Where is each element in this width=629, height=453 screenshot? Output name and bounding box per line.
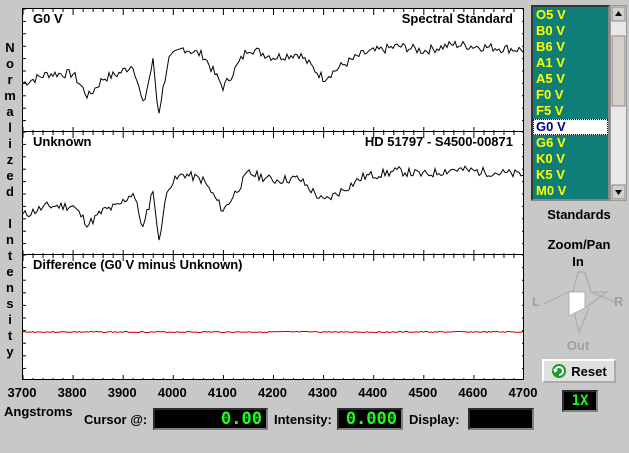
y-axis-letter: I: [8, 216, 12, 231]
difference-line: [23, 330, 523, 334]
zoom-in-label[interactable]: In: [572, 254, 584, 269]
y-axis-letter: s: [6, 296, 14, 311]
standard-title: G0 V: [33, 11, 63, 26]
refresh-icon: [552, 364, 567, 378]
standards-list-scrollbar[interactable]: [610, 5, 627, 201]
standard-spectrum-line: [23, 40, 523, 114]
zoom-out-label[interactable]: Out: [566, 338, 590, 353]
reset-label: Reset: [571, 363, 607, 379]
cursor-readout: 0.00: [153, 408, 268, 430]
standards-list-item[interactable]: A5 V: [536, 71, 565, 86]
cursor-label: Cursor @:: [84, 412, 148, 427]
y-axis-letter: N: [5, 40, 15, 55]
scroll-thumb: [611, 35, 626, 107]
y-axis-letter: z: [6, 152, 14, 167]
y-axis-letter: n: [6, 232, 14, 247]
y-axis-letter: n: [6, 280, 14, 295]
y-axis-letter: [0, 200, 20, 216]
standard-spectrum-panel[interactable]: G0 V Spectral Standard: [22, 8, 524, 132]
x-tick-label: 3900: [107, 385, 137, 400]
x-tick-label: 4600: [458, 385, 488, 400]
zoom-pan-title: Zoom/Pan: [547, 237, 611, 252]
y-axis-letter: t: [7, 248, 13, 263]
standards-list-item[interactable]: K5 V: [536, 167, 565, 182]
pan-right-label[interactable]: R: [614, 294, 624, 309]
standards-list-item[interactable]: M0 V: [536, 183, 567, 198]
y-axis-letter: e: [6, 264, 14, 279]
y-axis-letter: y: [6, 344, 14, 359]
standard-spectrum-plot: [23, 9, 523, 131]
y-axis-letter: r: [7, 72, 13, 87]
reset-button[interactable]: Reset: [542, 359, 616, 383]
y-axis-letter: a: [6, 104, 14, 119]
zoom-level-readout: 1X: [562, 390, 598, 412]
x-tick-label: 4200: [258, 385, 287, 400]
difference-panel[interactable]: Difference (G0 V minus Unknown): [22, 254, 524, 380]
standards-list-item[interactable]: F5 V: [536, 103, 564, 118]
unknown-spectrum-panel[interactable]: Unknown HD 51797 - S4500-00871: [22, 131, 524, 255]
scroll-down-icon: [615, 190, 622, 195]
standards-list-item[interactable]: F0 V: [536, 87, 564, 102]
difference-title: Difference (G0 V minus Unknown): [33, 257, 243, 272]
unknown-star-id: HD 51797 - S4500-00871: [364, 134, 513, 149]
y-axis-letter: i: [8, 136, 12, 151]
y-axis-letter: o: [6, 56, 14, 71]
y-axis-letter: i: [8, 312, 12, 327]
x-tick-label: 3700: [7, 385, 37, 400]
unknown-spectrum-plot: [23, 132, 523, 254]
standards-list-item[interactable]: O5 V: [536, 7, 566, 22]
standards-list-item[interactable]: K0 V: [536, 151, 565, 166]
standard-type-label: Spectral Standard: [401, 11, 513, 26]
y-axis-letter: e: [6, 168, 14, 183]
x-tick-label: 4400: [358, 385, 388, 400]
difference-plot: [23, 255, 523, 379]
x-tick-label: 4000: [157, 385, 187, 400]
y-axis-letter: d: [6, 184, 14, 199]
x-axis-label: Angstroms: [4, 404, 73, 419]
unknown-title: Unknown: [33, 134, 92, 149]
x-tick-label: 4100: [207, 385, 237, 400]
scrollbar-graphic: [611, 6, 626, 200]
scroll-up-icon: [615, 11, 622, 16]
standards-list-item[interactable]: B0 V: [536, 23, 565, 38]
standards-list[interactable]: O5 V B0 V B6 V A1 V A5 V F0 V F5 V G0 V G6 V K0 V…: [531, 5, 610, 201]
y-axis-letter: t: [7, 328, 13, 343]
y-axis-letter: m: [4, 88, 16, 103]
intensity-label: Intensity:: [274, 412, 332, 427]
y-axis-letter: l: [8, 120, 12, 135]
standards-list-item[interactable]: B6 V: [536, 39, 565, 54]
unknown-spectrum-line: [23, 165, 523, 241]
display-label: Display:: [409, 412, 460, 427]
standards-caption: Standards: [547, 207, 611, 222]
x-axis-ticks: 3700 3800 3900 4000 4100 4200 4300 4400 4500 4600…: [0, 385, 629, 403]
intensity-readout: 0.000: [337, 408, 403, 430]
display-readout: [468, 408, 534, 430]
standards-list-item[interactable]: G0 V: [533, 119, 608, 135]
standards-list-item[interactable]: G6 V: [536, 135, 566, 150]
zoom-pan-control[interactable]: [535, 268, 629, 340]
x-tick-label: 3800: [57, 385, 87, 400]
pan-left-label[interactable]: L: [532, 294, 540, 309]
x-tick-label: 4300: [308, 385, 338, 400]
x-tick-label: 4700: [508, 385, 538, 400]
x-tick-label: 4500: [408, 385, 438, 400]
standards-list-item[interactable]: A1 V: [536, 55, 565, 70]
